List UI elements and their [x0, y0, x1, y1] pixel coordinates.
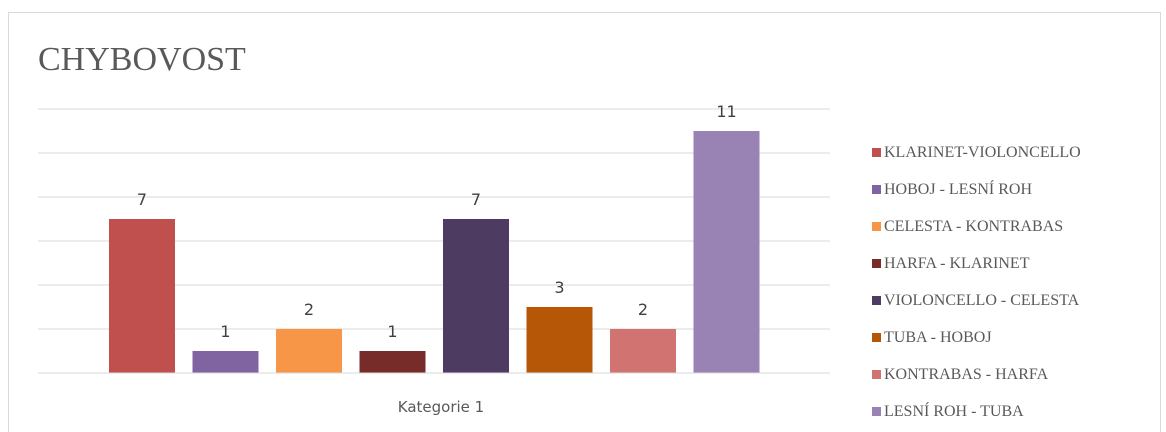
legend-item-1: HOBOJ - LESNÍ ROH [872, 171, 1081, 208]
bar-4 [443, 219, 509, 373]
legend-label: HOBOJ - LESNÍ ROH [884, 180, 1032, 198]
legend-swatch [872, 222, 881, 231]
data-label-1: 1 [220, 322, 230, 341]
legend-swatch [872, 296, 881, 305]
bar-3 [359, 351, 426, 373]
legend-item-0: KLARINET-VIOLONCELLO [872, 134, 1081, 171]
legend-item-2: CELESTA - KONTRABAS [872, 208, 1081, 245]
legend-swatch [872, 407, 881, 416]
x-category-label: Kategorie 1 [398, 398, 484, 416]
legend-swatch [872, 259, 881, 268]
data-label-0: 7 [137, 190, 147, 209]
data-label-2: 2 [304, 300, 314, 319]
legend-label: HARFA - KLARINET [884, 254, 1030, 272]
data-label-6: 2 [638, 300, 648, 319]
data-labels: 7 1 2 1 7 3 2 11 [137, 102, 737, 341]
legend: KLARINET-VIOLONCELLO HOBOJ - LESNÍ ROH CEL… [872, 134, 1081, 430]
data-label-7: 11 [716, 102, 736, 121]
legend-item-5: TUBA - HOBOJ [872, 319, 1081, 356]
chart-title: CHYBOVOST [38, 41, 246, 78]
chart-frame [8, 12, 1161, 432]
legend-item-4: VIOLONCELLO - CELESTA [872, 282, 1081, 319]
legend-swatch [872, 333, 881, 342]
legend-label: CELESTA - KONTRABAS [884, 217, 1064, 235]
legend-swatch [872, 370, 881, 379]
bar-0 [109, 219, 175, 373]
bar-2 [276, 329, 342, 373]
legend-label: KLARINET-VIOLONCELLO [884, 143, 1081, 161]
bar-7 [693, 131, 760, 373]
bars [109, 131, 760, 373]
data-label-3: 1 [387, 322, 397, 341]
legend-label: TUBA - HOBOJ [884, 328, 992, 346]
legend-label: VIOLONCELLO - CELESTA [884, 291, 1080, 309]
data-label-4: 7 [471, 190, 481, 209]
legend-swatch [872, 148, 881, 157]
bar-6 [610, 329, 676, 373]
legend-item-6: KONTRABAS - HARFA [872, 356, 1081, 393]
bar-1 [192, 351, 259, 373]
bar-5 [526, 307, 593, 373]
legend-label: LESNÍ ROH - TUBA [884, 402, 1024, 420]
legend-label: KONTRABAS - HARFA [884, 365, 1049, 383]
legend-item-3: HARFA - KLARINET [872, 245, 1081, 282]
legend-swatch [872, 185, 881, 194]
data-label-5: 3 [554, 278, 564, 297]
legend-item-7: LESNÍ ROH - TUBA [872, 393, 1081, 430]
